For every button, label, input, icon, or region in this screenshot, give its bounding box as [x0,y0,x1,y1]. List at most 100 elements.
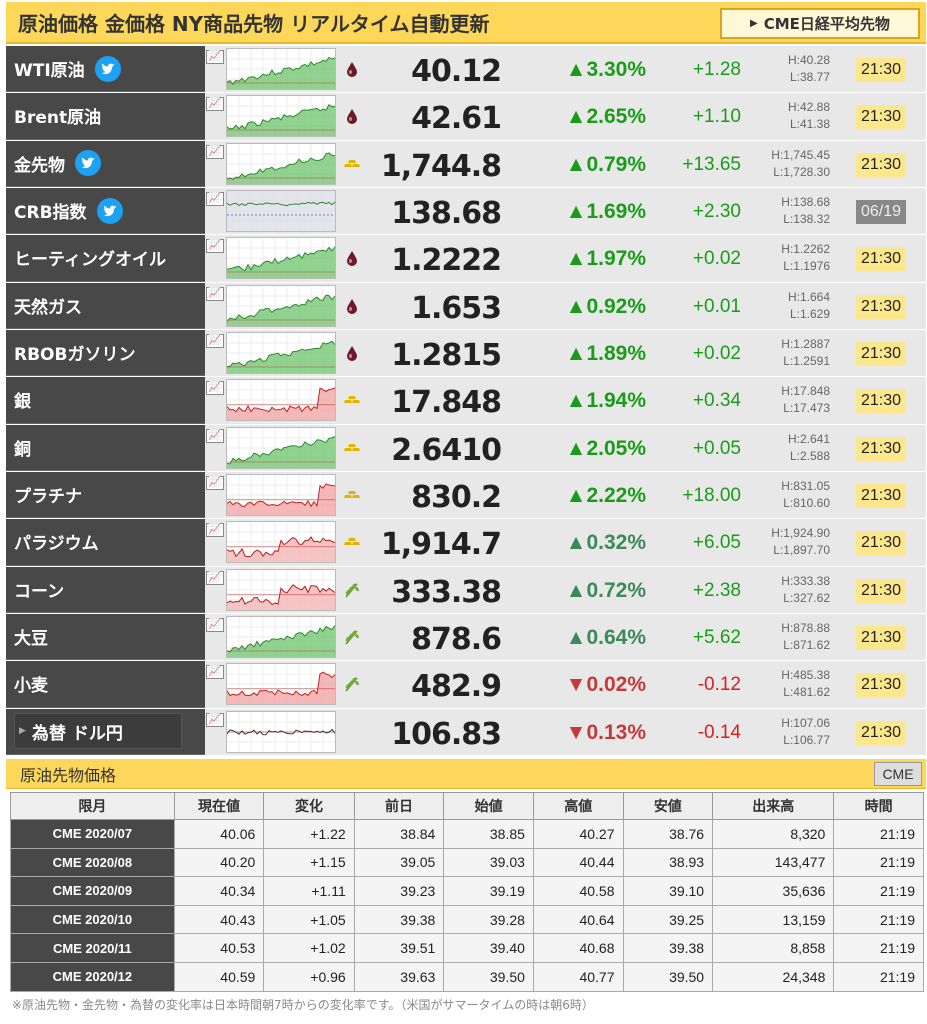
quote-high-low: H:138.68 L:138.32 [746,194,830,228]
chart-icon[interactable]: 📈 [206,712,224,727]
quote-row[interactable]: ヒーティングオイル 📈 1.2222 ▲1.97% +0.02 H:1.2262… [6,235,926,283]
sparkline-chart[interactable] [226,142,336,185]
quote-price: 333.38 [391,574,502,610]
quote-percent-change: ▲1.89% [565,341,646,365]
quote-price: 1.2222 [391,243,502,279]
sparkline-chart[interactable] [226,426,336,469]
quote-time: 21:30 [856,578,906,603]
quote-name-cell[interactable]: ▶ 為替 ドル円 [6,708,205,755]
quote-row[interactable]: パラジウム 📈 1,914.7 ▲0.32% +6.05 H:1,924.90 L… [6,519,926,567]
contract-month: CME 2020/08 [10,847,175,878]
quote-name-cell[interactable]: 天然ガス [6,282,205,329]
fx-selector[interactable]: ▶ 為替 ドル円 [14,713,182,750]
sparkline-chart[interactable] [226,568,336,611]
quote-row[interactable]: Brent原油 📈 42.61 ▲2.65% +1.10 H:42.88 L:41… [6,93,926,141]
table-cell: 21:19 [833,933,924,963]
sparkline-chart[interactable] [226,237,336,280]
quote-name: コーン [14,581,65,602]
table-cell: 40.77 [532,961,624,992]
quote-row[interactable]: ▶ 為替 ドル円 📈 106.83 ▼0.13% -0.14 H:107.06 L:… [6,708,926,756]
quote-name: 金先物 [14,155,65,176]
quote-row[interactable]: WTI原油 📈 40.12 ▲3.30% +1.28 H:40.28 L:38.7… [6,46,926,94]
quote-change: +18.00 [682,484,741,506]
quote-low: L:17.473 [783,401,830,416]
contract-month: CME 2020/09 [10,876,175,906]
quote-row[interactable]: CRB指数 📈 138.68 ▲1.69% +2.30 H:138.68 L:13… [6,187,926,236]
cme-button[interactable]: CME [874,762,922,786]
chart-icon[interactable]: 📈 [206,428,224,443]
quote-name-cell[interactable]: WTI原油 [6,46,205,93]
chart-icon[interactable]: 📈 [206,570,224,585]
table-cell: 39.63 [353,961,445,992]
quote-high: H:42.88 [787,100,830,115]
chart-icon[interactable]: 📈 [206,50,224,64]
quote-name-cell[interactable]: コーン [6,566,205,613]
quote-high: H:40.28 [787,53,830,67]
quote-row[interactable]: 銅 📈 2.6410 ▲2.05% +0.05 H:2.641 L:2.588 2… [6,424,926,472]
quote-high-low: H:1.2887 L:1.2591 [746,336,830,370]
sparkline-chart[interactable] [226,48,336,90]
quote-low: L:106.77 [783,732,830,747]
sparkline-chart[interactable] [226,95,336,138]
cme-nikkei-button[interactable]: ▶ CME日経平均先物 [720,8,920,39]
quote-row[interactable]: プラチナ 📈 830.2 ▲2.22% +18.00 H:831.05 L:810… [6,471,926,520]
chart-icon[interactable]: 📈 [206,475,224,490]
quote-name-cell[interactable]: プラチナ [6,471,205,519]
column-header: 現在値 [173,792,265,820]
quote-time: 21:30 [856,58,906,82]
quote-name-cell[interactable]: Brent原油 [6,93,205,140]
quote-name-cell[interactable]: 金先物 [6,140,205,187]
quote-price: 1.653 [411,290,502,326]
quote-name-cell[interactable]: 銅 [6,424,205,471]
sparkline-chart[interactable] [226,663,336,706]
sparkline-chart[interactable] [226,189,336,232]
twitter-icon[interactable] [75,150,101,177]
sparkline-chart[interactable] [226,284,336,327]
sparkline-chart[interactable] [226,331,336,374]
gold-bar-icon [343,439,361,457]
quote-name-cell[interactable]: 大豆 [6,613,205,661]
chart-icon[interactable]: 📈 [206,333,224,348]
chart-icon[interactable]: 📈 [206,286,224,301]
quote-name-cell[interactable]: 銀 [6,377,205,424]
chart-icon[interactable]: 📈 [206,97,224,112]
quote-name-cell[interactable]: 小麦 [6,661,205,708]
quote-high: H:1.2887 [781,336,830,351]
quote-row[interactable]: RBOBガソリン 📈 1.2815 ▲1.89% +0.02 H:1.2887 L… [6,329,926,378]
table-cell: 38.85 [443,819,534,849]
quote-row[interactable]: 小麦 📈 482.9 ▼0.02% -0.12 H:485.38 L:481.62… [6,661,926,709]
chart-icon[interactable]: 📈 [206,523,224,538]
quote-name: RBOBガソリン [14,345,136,366]
quote-row[interactable]: 大豆 📈 878.6 ▲0.64% +5.62 H:878.88 L:871.62… [6,613,926,662]
quote-change: +0.02 [692,248,741,270]
quote-name-cell[interactable]: パラジウム [6,519,205,566]
table-cell: 39.50 [443,961,534,992]
chart-icon[interactable]: 📈 [206,381,224,396]
quote-row[interactable]: 金先物 📈 1,744.8 ▲0.79% +13.65 H:1,745.45 L:… [6,140,926,188]
quote-high: H:485.38 [781,668,830,683]
sparkline-chart[interactable] [226,615,336,658]
quote-row[interactable]: コーン 📈 333.38 ▲0.72% +2.38 H:333.38 L:327.… [6,566,926,614]
quote-percent-change: ▲0.79% [565,152,646,176]
blank-icon [343,723,361,741]
quote-name-cell[interactable]: CRB指数 [6,187,205,235]
twitter-icon[interactable] [96,197,123,224]
quote-name-cell[interactable]: ヒーティングオイル [6,235,205,282]
sparkline-chart[interactable] [226,473,336,516]
quote-row[interactable]: 銀 📈 17.848 ▲1.94% +0.34 H:17.848 L:17.473… [6,377,926,425]
sparkline-chart[interactable] [226,710,336,753]
chart-icon[interactable]: 📈 [206,144,224,159]
quote-row[interactable]: 天然ガス 📈 1.653 ▲0.92% +0.01 H:1.664 L:1.629… [6,282,926,330]
sparkline-chart[interactable] [226,379,336,422]
chart-icon[interactable]: 📈 [206,191,224,206]
quote-name-cell[interactable]: RBOBガソリン [6,329,205,377]
quote-time: 21:30 [856,720,906,745]
chart-icon[interactable]: 📈 [206,617,224,632]
chart-icon[interactable]: 📈 [206,665,224,680]
sparkline-chart[interactable] [226,521,336,564]
quote-price: 40.12 [411,54,502,89]
chart-icon[interactable]: 📈 [206,239,224,254]
twitter-icon[interactable] [94,55,121,82]
quote-name: ヒーティングオイル [14,250,166,271]
oil-drop-icon [343,344,361,362]
